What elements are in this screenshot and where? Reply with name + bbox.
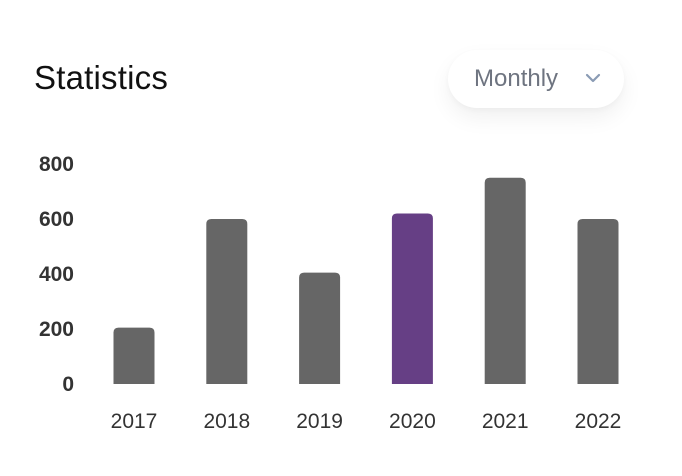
y-tick-label: 400: [39, 263, 74, 286]
chevron-down-icon: [585, 73, 601, 83]
x-tick-label-2022[interactable]: 2022: [575, 410, 622, 433]
period-dropdown-label: Monthly: [474, 65, 559, 92]
chart-title: Statistics: [34, 59, 169, 96]
y-tick-label: 800: [39, 153, 74, 176]
x-tick-label-2017[interactable]: 2017: [111, 410, 158, 433]
x-tick-label-2021[interactable]: 2021: [482, 410, 529, 433]
bar-2017[interactable]: [113, 327, 155, 384]
bar-2018[interactable]: [206, 219, 248, 384]
bar-2021[interactable]: [484, 177, 526, 384]
x-tick-label-2018[interactable]: 2018: [203, 410, 250, 433]
bar-2020[interactable]: [391, 213, 433, 385]
period-dropdown[interactable]: Monthly: [448, 50, 624, 108]
y-tick-label: 0: [62, 373, 74, 396]
bar-2022[interactable]: [577, 219, 619, 384]
y-tick-label: 200: [39, 318, 74, 341]
bar-2019[interactable]: [299, 272, 341, 384]
y-tick-label: 600: [39, 208, 74, 231]
x-tick-label-2020[interactable]: 2020: [389, 410, 436, 433]
x-tick-label-2019[interactable]: 2019: [296, 410, 343, 433]
